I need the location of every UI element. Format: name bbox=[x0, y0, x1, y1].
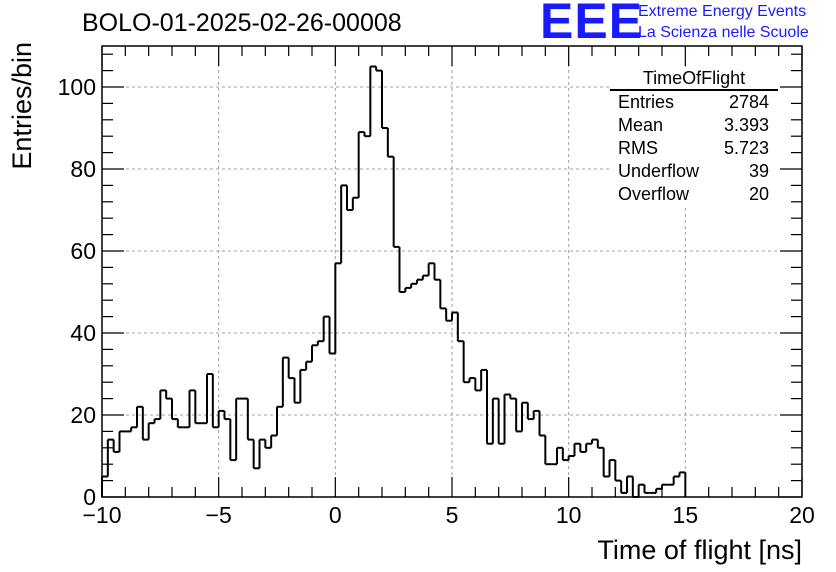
histogram-bars bbox=[101, 65, 687, 498]
x-tick-label: 20 bbox=[789, 502, 815, 528]
histogram-bin bbox=[661, 483, 668, 489]
stat-value: 39 bbox=[748, 161, 769, 181]
stat-label: Mean bbox=[618, 115, 664, 135]
histogram-bin bbox=[130, 426, 137, 432]
histogram-bin bbox=[176, 419, 184, 429]
stat-value: 20 bbox=[748, 184, 769, 204]
histogram-bin bbox=[287, 357, 295, 380]
axis-ticks bbox=[101, 46, 803, 498]
stats-row: Underflow 39 bbox=[610, 160, 778, 183]
stat-label: Entries bbox=[618, 92, 675, 112]
stat-label: Underflow bbox=[618, 161, 700, 181]
x-tick-label: 0 bbox=[329, 502, 342, 528]
histogram-bin bbox=[357, 131, 365, 198]
histogram-bin bbox=[369, 65, 377, 137]
histogram-bin bbox=[509, 394, 517, 400]
stat-value: 3.393 bbox=[723, 115, 769, 135]
histogram-bin bbox=[305, 360, 312, 370]
histogram-bin bbox=[567, 455, 575, 461]
histogram-bin bbox=[276, 405, 283, 436]
stats-row: RMS 5.723 bbox=[610, 137, 778, 160]
histogram-bin bbox=[165, 390, 172, 400]
histogram-bin bbox=[147, 422, 155, 440]
stats-box: TimeOfFlight Entries 2784 Mean 3.393 RMS… bbox=[610, 68, 778, 206]
histogram-bin bbox=[194, 390, 202, 425]
y-axis-label: Entries/bin bbox=[7, 42, 37, 170]
x-tick-label: −5 bbox=[206, 502, 232, 528]
stats-row: Mean 3.393 bbox=[610, 114, 778, 137]
stat-value: 2784 bbox=[728, 92, 769, 112]
histogram-bin bbox=[596, 439, 604, 449]
x-tick-label: 5 bbox=[446, 502, 459, 528]
histogram-bin bbox=[118, 430, 126, 452]
histogram-bin bbox=[456, 312, 464, 343]
histogram-bin bbox=[246, 398, 254, 441]
x-tick-label: −10 bbox=[82, 502, 121, 528]
y-tick-label: 20 bbox=[70, 402, 96, 428]
histogram-bin bbox=[392, 156, 400, 248]
axis-tick-labels: −10 −5 0 5 10 15 20 0 20 40 60 80 100 bbox=[58, 74, 815, 528]
histogram-bin bbox=[585, 442, 592, 452]
histogram-bin bbox=[386, 128, 394, 158]
stat-value: 5.723 bbox=[723, 138, 769, 158]
histogram-bin bbox=[643, 484, 651, 494]
stat-label: Overflow bbox=[618, 184, 690, 204]
histogram-bin bbox=[381, 70, 388, 129]
histogram-bin bbox=[153, 418, 161, 424]
histogram-bin bbox=[672, 475, 680, 485]
y-tick-label: 0 bbox=[83, 484, 96, 510]
stats-title: TimeOfFlight bbox=[610, 68, 778, 91]
histogram-bin bbox=[544, 435, 552, 466]
histogram-bin bbox=[410, 282, 417, 288]
histogram-bin bbox=[416, 278, 423, 284]
histogram-bin bbox=[439, 279, 447, 310]
eee-logo: EEE bbox=[540, 0, 644, 49]
histogram-bin bbox=[421, 274, 429, 280]
histogram-bin bbox=[311, 344, 318, 362]
histogram-bin bbox=[101, 475, 108, 497]
histogram-bin bbox=[433, 263, 441, 281]
y-tick-label: 80 bbox=[70, 156, 96, 182]
run-title: BOLO-01-2025-02-26-00008 bbox=[82, 9, 402, 37]
histogram-bin bbox=[299, 368, 307, 403]
histogram-bin bbox=[462, 341, 470, 384]
logo-caption-line2: La Scienza nelle Scuole bbox=[638, 24, 809, 41]
x-axis-label: Time of flight [ns] bbox=[597, 535, 802, 565]
logo-caption-line1: Extreme Energy Events bbox=[638, 3, 807, 20]
histogram-bin bbox=[235, 397, 242, 461]
x-tick-label: 15 bbox=[673, 502, 699, 528]
histogram-bin bbox=[404, 286, 412, 292]
histogram-bin bbox=[171, 398, 178, 421]
stats-row: Entries 2784 bbox=[610, 91, 778, 114]
y-tick-label: 100 bbox=[58, 74, 96, 100]
histogram-bin bbox=[316, 340, 324, 346]
histogram-bin bbox=[375, 66, 382, 72]
histogram-bin bbox=[351, 196, 359, 210]
stats-row: Overflow 20 bbox=[610, 183, 778, 206]
histogram-bin bbox=[398, 246, 406, 293]
histogram-bin bbox=[334, 262, 342, 354]
y-tick-label: 60 bbox=[70, 238, 96, 264]
histogram-bin bbox=[655, 487, 662, 493]
histogram-bin bbox=[503, 393, 511, 444]
histogram-bin bbox=[614, 460, 622, 482]
x-tick-label: 10 bbox=[556, 502, 582, 528]
stat-label: RMS bbox=[618, 138, 658, 158]
histogram-bin bbox=[270, 434, 277, 448]
y-tick-label: 40 bbox=[70, 320, 96, 346]
